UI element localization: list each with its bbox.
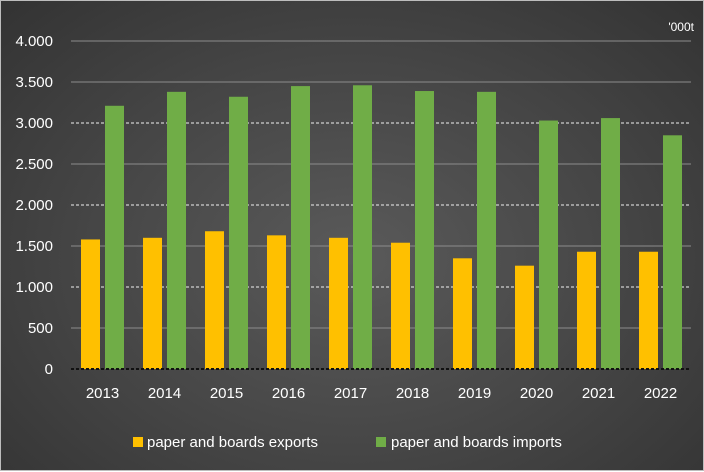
bar-exports <box>639 251 658 369</box>
axes: 0 500 1.000 1.500 2.000 2.500 3.000 3.500 4.000 2… <box>15 33 691 402</box>
legend-swatch <box>133 437 143 447</box>
bars <box>81 85 682 370</box>
bar-imports <box>477 91 496 369</box>
x-tick-label: 2014 <box>148 385 181 402</box>
x-tick-label: 2020 <box>520 385 553 402</box>
x-tick-label: 2015 <box>210 385 243 402</box>
bar-exports <box>329 237 348 369</box>
bar-imports <box>663 135 682 369</box>
bar-imports <box>415 91 434 370</box>
x-tick-label: 2016 <box>272 385 305 402</box>
bar-exports <box>577 251 596 369</box>
x-tick-label: 2017 <box>334 385 367 402</box>
x-tick-label: 2021 <box>582 385 615 402</box>
y-tick-label: 0 <box>45 361 53 378</box>
x-tick-label: 2018 <box>396 385 429 402</box>
bar-exports <box>81 239 100 369</box>
y-tick-label: 500 <box>28 320 53 337</box>
y-tick-label: 3.500 <box>15 74 53 91</box>
y-tick-label: 3.000 <box>15 115 53 132</box>
bar-exports <box>515 265 534 369</box>
y-tick-label: 2.000 <box>15 197 53 214</box>
bar-exports <box>205 231 224 369</box>
x-tick-label: 2013 <box>86 385 119 402</box>
legend-label: paper and boards imports <box>391 434 562 451</box>
y-tick-label: 1.500 <box>15 238 53 255</box>
bar-imports <box>105 105 124 369</box>
unit-label: '000t <box>668 20 694 34</box>
bar-imports <box>353 85 372 369</box>
gridlines <box>71 40 691 329</box>
bar-exports <box>267 235 286 369</box>
bar-imports <box>291 86 310 369</box>
bar-exports <box>453 258 472 369</box>
bar-imports <box>229 96 248 369</box>
bar-exports <box>143 237 162 369</box>
legend: paper and boards exports paper and boards… <box>133 434 562 451</box>
x-tick-label: 2019 <box>458 385 491 402</box>
x-tick-label: 2022 <box>644 385 677 402</box>
legend-swatch <box>376 437 386 447</box>
bar-exports <box>391 242 410 369</box>
bar-imports <box>601 118 620 369</box>
y-tick-label: 1.000 <box>15 279 53 296</box>
y-tick-label: 4.000 <box>15 33 53 50</box>
y-tick-label: 2.500 <box>15 156 53 173</box>
bar-imports <box>539 120 558 369</box>
legend-label: paper and boards exports <box>147 434 318 451</box>
bar-imports <box>167 91 186 369</box>
